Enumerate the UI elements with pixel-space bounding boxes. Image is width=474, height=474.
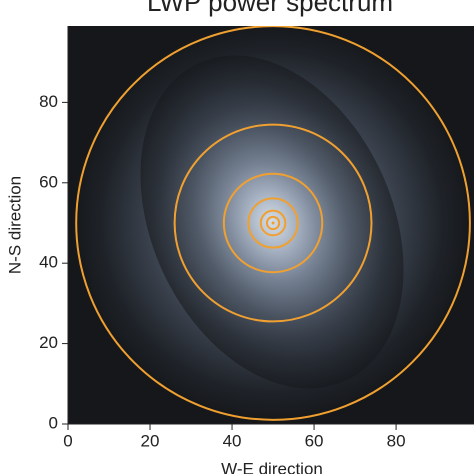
x-tick-label: 20 [141, 431, 160, 450]
ring [247, 197, 299, 249]
y-tick-label: 40 [39, 253, 58, 272]
ring [75, 26, 471, 421]
y-tick-label: 20 [39, 333, 58, 352]
y-tick-label: 60 [39, 172, 58, 191]
y-axis-label: N-S direction [5, 176, 24, 274]
x-tick-label: 40 [223, 431, 242, 450]
ring [173, 123, 373, 323]
center-marker [271, 221, 275, 225]
y-tick-label: 80 [39, 92, 58, 111]
ring [222, 172, 324, 274]
x-tick-label: 0 [63, 431, 72, 450]
chart-title: LWP power spectrum [147, 0, 393, 17]
x-tick-label: 80 [387, 431, 406, 450]
ring [265, 215, 281, 231]
x-tick-label: 60 [305, 431, 324, 450]
y-tick-label: 0 [49, 413, 58, 432]
x-axis-label: W-E direction [221, 459, 323, 474]
ring [259, 209, 287, 237]
spectrum-image [68, 26, 474, 424]
